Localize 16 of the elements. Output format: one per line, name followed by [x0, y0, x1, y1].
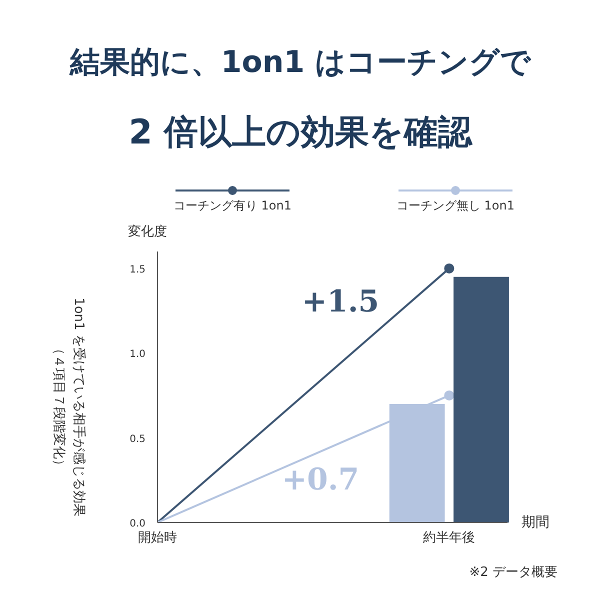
- y-tick-label: 0.5: [130, 434, 146, 445]
- legend-label: コーチング有り 1on1: [173, 198, 292, 212]
- x-tick-label: 約半年後: [423, 530, 476, 546]
- text: （４項目７段階変化）: [51, 342, 67, 472]
- x-axis-title: 期間: [522, 514, 550, 530]
- annotation: +1.5: [302, 284, 380, 320]
- annotation: +0.7: [282, 462, 360, 498]
- text: 1on1 を受けている相手が感じる効果: [71, 298, 86, 516]
- y-tick-label: 1.5: [130, 264, 146, 276]
- y-axis-title: 変化度: [128, 224, 167, 240]
- y-tick-label: 1.0: [130, 349, 146, 360]
- x-tick-label: 開始時: [138, 530, 177, 546]
- y-tick-label: 0.0: [130, 518, 146, 530]
- text: ※2 データ概要: [469, 565, 558, 580]
- legend-label: コーチング無し 1on1: [396, 198, 515, 212]
- chart-title: 結果的に、1on1 はコーチングで 2 倍以上の効果を確認: [68, 45, 532, 152]
